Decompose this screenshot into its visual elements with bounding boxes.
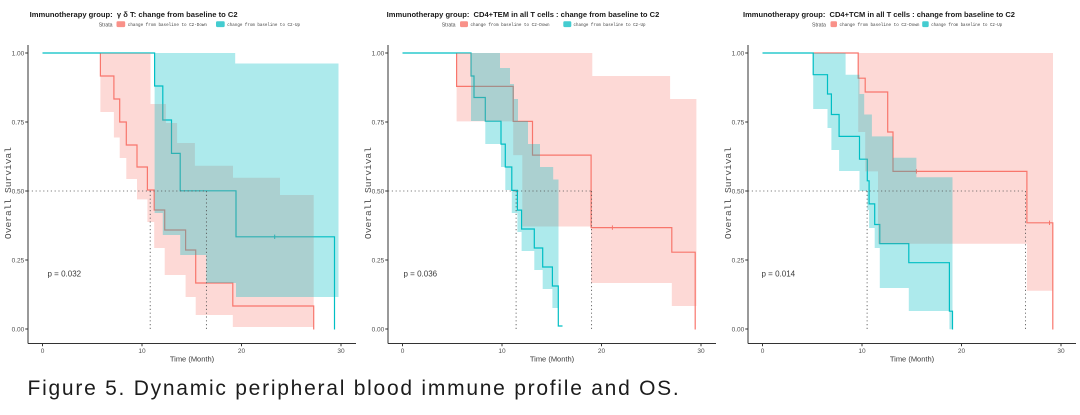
svg-text:change from baseline to C2-Up: change from baseline to C2-Up — [931, 22, 1002, 28]
svg-text:Overall Survival: Overall Survival — [3, 147, 14, 239]
svg-text:10: 10 — [138, 348, 146, 355]
svg-text:0.00: 0.00 — [372, 326, 385, 333]
svg-text:10: 10 — [858, 348, 866, 355]
svg-text:Time (Month): Time (Month) — [170, 355, 215, 364]
svg-text:0.25: 0.25 — [732, 257, 745, 264]
svg-text:p = 0.014: p = 0.014 — [762, 270, 796, 279]
svg-text:0.50: 0.50 — [732, 188, 745, 195]
svg-text:Overall Survival: Overall Survival — [723, 147, 734, 239]
svg-text:Strata: Strata — [99, 22, 113, 28]
svg-text:1.00: 1.00 — [12, 50, 25, 57]
svg-text:change from baseline to C2-Dow: change from baseline to C2-Down — [128, 22, 207, 28]
svg-text:20: 20 — [958, 348, 966, 355]
svg-text:Time (Month): Time (Month) — [530, 355, 575, 364]
svg-text:30: 30 — [697, 348, 705, 355]
svg-text:Strata: Strata — [442, 22, 456, 28]
svg-text:1.00: 1.00 — [372, 50, 385, 57]
svg-text:0: 0 — [401, 348, 405, 355]
svg-text:0.25: 0.25 — [12, 257, 25, 264]
svg-text:20: 20 — [598, 348, 606, 355]
svg-text:10: 10 — [498, 348, 506, 355]
svg-text:Immunotherapy group: CD4+TCM: Immunotherapy group: CD4+TCM in all T ce… — [743, 10, 1015, 19]
svg-text:0: 0 — [761, 348, 765, 355]
svg-text:Overall Survival: Overall Survival — [363, 147, 374, 239]
svg-text:0.50: 0.50 — [372, 188, 385, 195]
svg-text:0.75: 0.75 — [372, 119, 385, 126]
svg-text:20: 20 — [238, 348, 246, 355]
svg-text:change from baseline to C2-Dow: change from baseline to C2-Down — [471, 22, 550, 28]
svg-text:change from baseline to C2-Up: change from baseline to C2-Up — [227, 22, 300, 28]
svg-text:30: 30 — [1057, 348, 1065, 355]
svg-text:0: 0 — [41, 348, 45, 355]
svg-text:p = 0.032: p = 0.032 — [48, 270, 82, 279]
svg-text:0.00: 0.00 — [12, 326, 25, 333]
svg-text:change from baseline to C2-Dow: change from baseline to C2-Down — [840, 22, 920, 28]
svg-text:p = 0.036: p = 0.036 — [404, 270, 438, 279]
svg-text:Immunotherapy group: CD4+TEM: Immunotherapy group: CD4+TEM in all T ce… — [387, 10, 660, 19]
svg-text:0.50: 0.50 — [12, 188, 25, 195]
svg-text:0.25: 0.25 — [372, 257, 385, 264]
svg-text:0.75: 0.75 — [12, 119, 25, 126]
svg-text:Strata: Strata — [812, 22, 826, 28]
svg-text:Time (Month): Time (Month) — [890, 355, 935, 364]
svg-text:0.00: 0.00 — [732, 326, 745, 333]
svg-text:1.00: 1.00 — [732, 50, 745, 57]
svg-text:Immunotherapy group: γ δ T: c: Immunotherapy group: γ δ T: change from … — [30, 10, 238, 19]
svg-text:30: 30 — [337, 348, 345, 355]
svg-text:0.75: 0.75 — [732, 119, 745, 126]
svg-text:change from baseline to C2-Up: change from baseline to C2-Up — [574, 22, 646, 28]
